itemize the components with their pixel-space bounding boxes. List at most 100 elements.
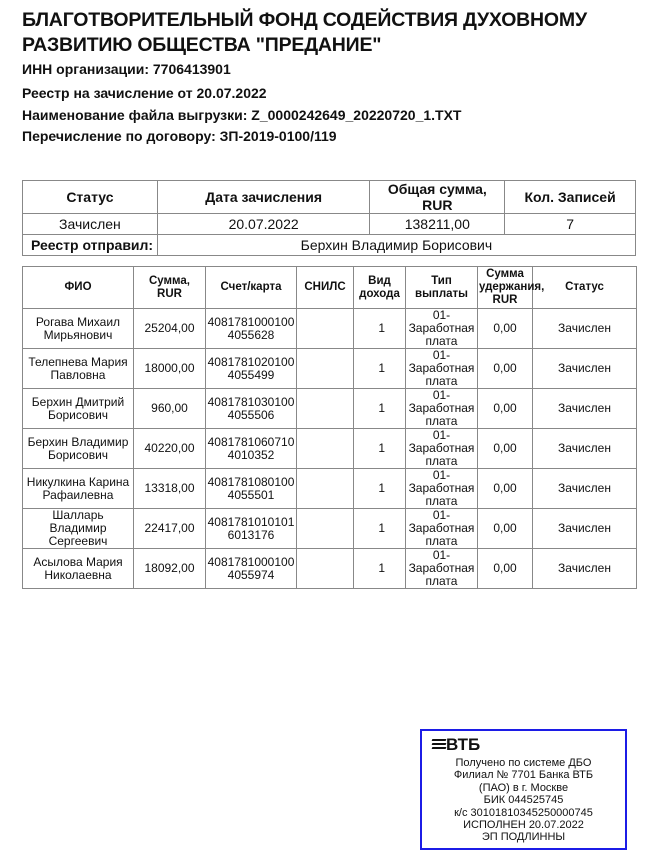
column-header: Тип выплаты	[405, 266, 478, 309]
income-type: 1	[353, 548, 406, 589]
row-status: Зачислен	[532, 428, 637, 469]
summary-total: 138211,00	[369, 213, 506, 235]
column-header: Сумма удержания, RUR	[477, 266, 544, 309]
income-type: 1	[353, 348, 406, 389]
amount: 25204,00	[133, 308, 206, 349]
payment-type: 01-Заработная плата	[405, 388, 478, 429]
withheld-amount: 0,00	[477, 388, 533, 429]
snils	[296, 468, 354, 509]
amount: 22417,00	[133, 508, 206, 549]
summary-header: Статус	[22, 180, 158, 214]
payment-type: 01-Заработная плата	[405, 508, 478, 549]
column-header: Вид дохода	[353, 266, 406, 309]
income-type: 1	[353, 428, 406, 469]
stamp-line: Получено по системе ДБО	[455, 757, 592, 769]
table-row: Шалларь Владимир Сергеевич 22417,00 408178…	[22, 508, 637, 549]
employee-name: Асылова Мария Николаевна	[22, 548, 134, 589]
table-row: Асылова Мария Николаевна 18092,00 40817810…	[22, 548, 637, 589]
employee-name: Берхин Владимир Борисович	[22, 428, 134, 469]
payment-type: 01-Заработная плата	[405, 548, 478, 589]
withheld-amount: 0,00	[477, 348, 533, 389]
income-type: 1	[353, 308, 406, 349]
withheld-amount: 0,00	[477, 428, 533, 469]
summary-table: Статус Дата зачисления Общая сумма, RUR …	[22, 180, 637, 256]
income-type: 1	[353, 468, 406, 509]
table-row: Телепнева Мария Павловна 18000,00 40817810…	[22, 348, 637, 389]
employee-name: Рогава Михаил Мирьянович	[22, 308, 134, 349]
account-number: 40817810001004055628	[205, 308, 297, 349]
row-status: Зачислен	[532, 348, 637, 389]
employee-name: Берхин Дмитрий Борисович	[22, 388, 134, 429]
column-header: СНИЛС	[296, 266, 354, 309]
column-header: Счет/карта	[205, 266, 297, 309]
row-status: Зачислен	[532, 468, 637, 509]
row-status: Зачислен	[532, 508, 637, 549]
table-row: Рогава Михаил Мирьянович 25204,00 40817810…	[22, 308, 637, 349]
row-status: Зачислен	[532, 388, 637, 429]
account-number: 40817810607104010352	[205, 428, 297, 469]
account-number: 40817810101016013176	[205, 508, 297, 549]
payment-type: 01-Заработная плата	[405, 308, 478, 349]
row-status: Зачислен	[532, 308, 637, 349]
payment-type: 01-Заработная плата	[405, 348, 478, 389]
income-type: 1	[353, 508, 406, 549]
stamp-line: ЭП ПОДЛИННЫ	[481, 831, 566, 844]
bank-stamp: ВТБ Получено по системе ДБО Филиал № 7701…	[420, 729, 627, 850]
column-header: Сумма, RUR	[133, 266, 206, 309]
amount: 18092,00	[133, 548, 206, 589]
account-number: 40817810801004055501	[205, 468, 297, 509]
summary-header: Кол. Записей	[504, 180, 636, 214]
column-header: Статус	[532, 266, 637, 309]
table-row: Никулкина Карина Рафаилевна 13318,00 40817…	[22, 468, 637, 509]
vtb-logo-text: ВТБ	[446, 735, 481, 754]
account-number: 40817810201004055499	[205, 348, 297, 389]
account-number: 40817810001004055974	[205, 548, 297, 589]
payments-table: ФИО Сумма, RUR Счет/карта СНИЛС Вид дохода Ти…	[22, 266, 637, 589]
stamp-line: к/с 30101810345250000745	[454, 806, 593, 819]
amount: 40220,00	[133, 428, 206, 469]
stamp-line: Филиал № 7701 Банка ВТБ	[453, 769, 594, 782]
snils	[296, 308, 354, 349]
payment-type: 01-Заработная плата	[405, 468, 478, 509]
contract: Перечисление по договору: ЗП-2019-0100/1…	[22, 128, 337, 144]
employee-name: Шалларь Владимир Сергеевич	[22, 508, 134, 549]
snils	[296, 388, 354, 429]
table-row: Берхин Дмитрий Борисович 960,00 4081781030…	[22, 388, 637, 429]
snils	[296, 348, 354, 389]
column-header: ФИО	[22, 266, 134, 309]
vtb-logo: ВТБ	[422, 736, 625, 754]
table-row: Берхин Владимир Борисович 40220,00 4081781…	[22, 428, 637, 469]
income-type: 1	[353, 388, 406, 429]
snils	[296, 548, 354, 589]
employee-name: Телепнева Мария Павловна	[22, 348, 134, 389]
vtb-logo-icon	[431, 739, 447, 751]
summary-header: Дата зачисления	[156, 180, 371, 214]
summary-status: Зачислен	[22, 213, 158, 235]
inn: ИНН организации: 7706413901	[22, 61, 231, 77]
summary-count: 7	[504, 213, 636, 235]
employee-name: Никулкина Карина Рафаилевна	[22, 468, 134, 509]
sender-label: Реестр отправил:	[22, 234, 158, 256]
sender-name: Берхин Владимир Борисович	[156, 234, 637, 256]
withheld-amount: 0,00	[477, 468, 533, 509]
account-number: 40817810301004055506	[205, 388, 297, 429]
snils	[296, 428, 354, 469]
organization-title: БЛАГОТВОРИТЕЛЬНЫЙ ФОНД СОДЕЙСТВИЯ ДУХОВН…	[22, 9, 587, 56]
amount: 960,00	[133, 388, 206, 429]
stamp-line: БИК 044525745	[483, 794, 564, 807]
withheld-amount: 0,00	[477, 548, 533, 589]
row-status: Зачислен	[532, 548, 637, 589]
file-name: Наименование файла выгрузки: Z_000024264…	[22, 107, 462, 123]
summary-header: Общая сумма, RUR	[369, 180, 506, 214]
stamp-line: ИСПОЛНЕН 20.07.2022	[463, 819, 584, 832]
registry-date: Реестр на зачисление от 20.07.2022	[22, 85, 267, 101]
withheld-amount: 0,00	[477, 508, 533, 549]
amount: 13318,00	[133, 468, 206, 509]
stamp-line: (ПАО) в г. Москве	[478, 781, 569, 794]
withheld-amount: 0,00	[477, 308, 533, 349]
snils	[296, 508, 354, 549]
amount: 18000,00	[133, 348, 206, 389]
payment-type: 01-Заработная плата	[405, 428, 478, 469]
summary-date: 20.07.2022	[156, 213, 371, 235]
